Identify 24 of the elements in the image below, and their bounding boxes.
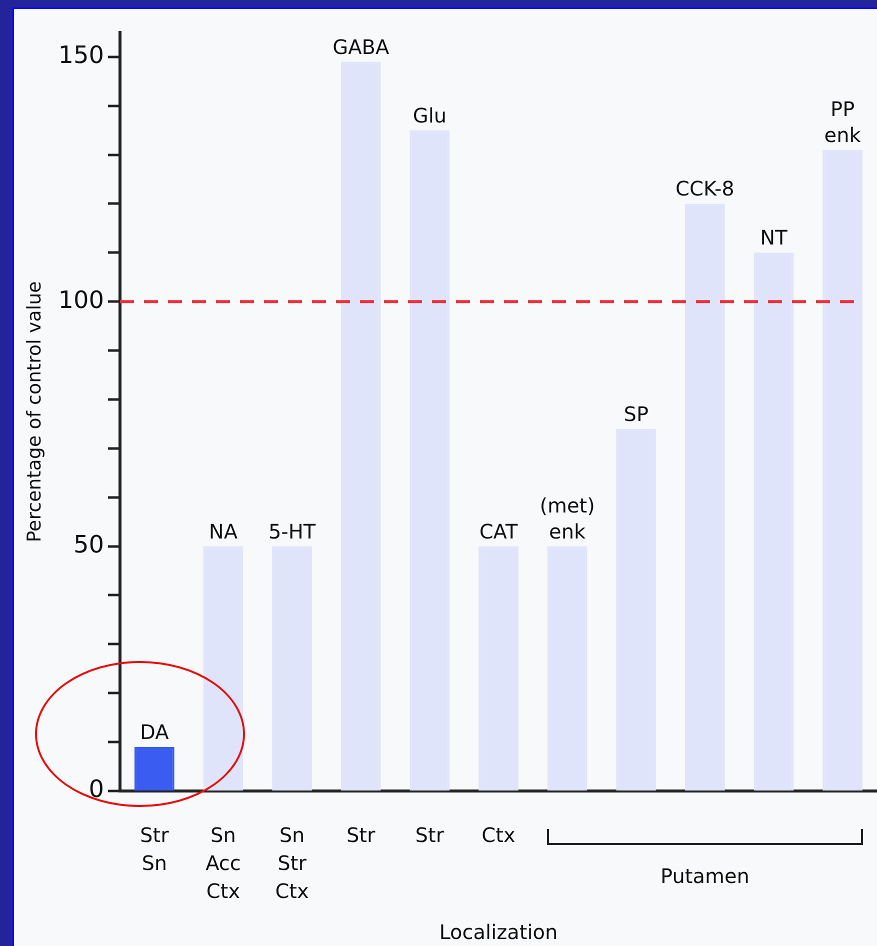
x-axis-title: Localization — [439, 920, 558, 944]
y-tick-label: 100 — [58, 286, 104, 314]
x-tick-label: Str — [346, 823, 376, 848]
annotation: PP enk — [824, 96, 862, 147]
x-tick-label: Sn Acc Ctx — [206, 823, 241, 904]
y-tick-label: 0 — [88, 775, 104, 804]
x-tick-label: Str — [415, 823, 445, 848]
annotation: Glu — [412, 103, 447, 128]
y-axis-title: Percentage of control value — [23, 281, 46, 542]
annotation: GABA — [332, 34, 390, 59]
annotation: DA — [140, 720, 170, 744]
annotation: (met) enk — [540, 493, 595, 544]
annotation: NA — [208, 519, 238, 544]
y-tick-label: 150 — [58, 41, 104, 70]
x-tick-label: Ctx — [482, 823, 516, 848]
annotation: CAT — [479, 519, 518, 544]
annotation: NT — [760, 226, 788, 250]
annotation: 5-HT — [268, 519, 316, 544]
x-tick-label: Sn Str Ctx — [275, 823, 310, 904]
x-tick-label: Str Sn — [140, 823, 170, 876]
text: Putamen — [660, 864, 750, 888]
annotation: CCK-8 — [676, 176, 734, 201]
annotation: SP — [624, 402, 649, 426]
y-tick-label: 50 — [73, 530, 104, 559]
